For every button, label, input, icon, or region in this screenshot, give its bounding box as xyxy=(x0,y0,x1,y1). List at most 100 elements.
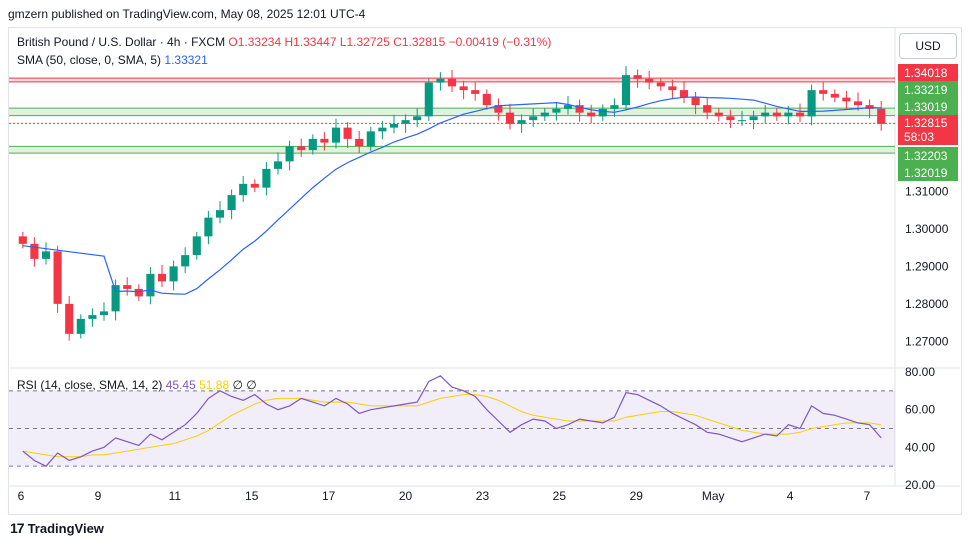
candle-down xyxy=(134,288,143,297)
candle-up xyxy=(99,311,109,316)
candle-up xyxy=(424,82,433,117)
candle-up xyxy=(215,210,225,218)
candle-up xyxy=(308,138,317,151)
candle-down xyxy=(494,105,503,113)
symbol-title: British Pound / U.S. Dollar · 4h · FXCM … xyxy=(17,35,551,49)
candle-down xyxy=(320,138,329,143)
candle-up xyxy=(598,108,607,117)
candle-down xyxy=(447,78,457,87)
candle-up xyxy=(273,161,283,169)
candle-down xyxy=(123,285,132,289)
publish-header: gmzern published on TradingView.com, May… xyxy=(8,7,366,21)
candle-up xyxy=(413,116,422,121)
candle-down xyxy=(691,97,700,106)
price-tick-label: 1.30000 xyxy=(905,222,949,236)
tradingview-footer[interactable]: 17 TradingView xyxy=(10,520,104,536)
rsi-tick-label: 80.00 xyxy=(905,365,935,379)
candle-down xyxy=(703,105,712,113)
candle-down xyxy=(18,236,27,244)
sma-line xyxy=(22,96,882,295)
candle-down xyxy=(53,251,62,304)
candle-down xyxy=(355,138,364,147)
price-tag-zone-bottom: 1.33019 xyxy=(898,98,958,115)
candle-down xyxy=(795,112,805,117)
candle-down xyxy=(30,243,39,259)
time-tick-label: 17 xyxy=(322,489,336,503)
candle-up xyxy=(88,315,97,319)
candle-down xyxy=(830,93,839,98)
candle-up xyxy=(807,90,816,117)
candle-up xyxy=(529,116,538,121)
candle-down xyxy=(714,112,723,117)
candle-down xyxy=(575,105,584,113)
sma-legend: SMA (50, close, 0, SMA, 5) 1.33321 xyxy=(17,53,208,67)
time-tick-label: 15 xyxy=(245,489,259,503)
last-price-tag: 1.32815 58:03 xyxy=(898,115,958,145)
candle-up xyxy=(436,78,445,83)
time-tick-label: 23 xyxy=(476,489,490,503)
candle-up xyxy=(239,183,248,196)
candle-up xyxy=(610,105,619,109)
rsi-label: RSI (14, close, SMA, 14, 2) xyxy=(17,378,163,392)
tradingview-brand: TradingView xyxy=(27,520,104,536)
candle-down xyxy=(633,75,642,79)
candle-up xyxy=(204,217,213,237)
candle-down xyxy=(679,90,689,98)
time-tick-label: 11 xyxy=(169,489,182,503)
candle-up xyxy=(540,112,549,117)
symbol-name: British Pound / U.S. Dollar · 4h · FXCM xyxy=(17,35,226,49)
zone-support-2 xyxy=(9,146,895,154)
candle-up xyxy=(749,116,758,121)
rsi-tick-label: 40.00 xyxy=(905,440,935,454)
time-tick-label: 20 xyxy=(399,489,413,503)
rsi-tick-label: 20.00 xyxy=(905,478,935,492)
countdown: 58:03 xyxy=(904,130,935,144)
candle-up xyxy=(262,168,271,188)
candle-down xyxy=(297,146,306,151)
price-tag-zone-top: 1.33219 xyxy=(898,81,958,98)
candle-up xyxy=(389,123,399,128)
candle-down xyxy=(482,93,491,106)
candle-down xyxy=(726,116,735,121)
candle-down xyxy=(505,112,515,124)
rsi-ma-line xyxy=(22,394,882,458)
sma-value: 1.33321 xyxy=(164,53,208,67)
rsi-extra: ∅ ∅ xyxy=(232,378,257,392)
candle-up xyxy=(366,131,375,147)
candle-up xyxy=(563,105,573,109)
candle-up xyxy=(227,195,236,211)
candle-down xyxy=(250,183,259,188)
time-tick-label: 6 xyxy=(18,489,25,503)
price-tick-label: 1.31000 xyxy=(905,184,949,198)
price-tag-support-top: 1.32203 xyxy=(898,147,958,164)
candle-up xyxy=(621,75,631,106)
currency-button[interactable]: USD xyxy=(899,33,957,59)
candle-down xyxy=(877,108,886,124)
candle-down xyxy=(459,86,468,91)
candle-up xyxy=(552,108,561,113)
candle-up xyxy=(192,236,201,256)
price-tick-label: 1.29000 xyxy=(905,259,949,273)
candle-up xyxy=(401,120,410,124)
price-tag-support-bottom: 1.32019 xyxy=(898,164,958,181)
rsi-tick-label: 60.00 xyxy=(905,403,935,417)
candle-up xyxy=(169,266,178,282)
candle-down xyxy=(157,273,167,282)
time-tick-label: 9 xyxy=(95,489,102,503)
candle-down xyxy=(842,97,851,102)
candle-up xyxy=(737,120,747,122)
rsi-line xyxy=(22,375,882,467)
candle-up xyxy=(378,127,387,132)
candle-down xyxy=(587,112,596,117)
time-tick-label: 7 xyxy=(864,489,871,503)
candle-down xyxy=(471,90,480,94)
candle-up xyxy=(784,112,793,117)
zone-support-1 xyxy=(9,108,895,116)
candle-up xyxy=(285,146,294,162)
rsi-ma-value: 51.88 xyxy=(199,378,230,392)
candle-down xyxy=(343,127,352,139)
price-tag-resistance: 1.34018 xyxy=(898,64,958,81)
time-tick-label: 4 xyxy=(787,489,794,503)
candle-down xyxy=(668,86,677,91)
